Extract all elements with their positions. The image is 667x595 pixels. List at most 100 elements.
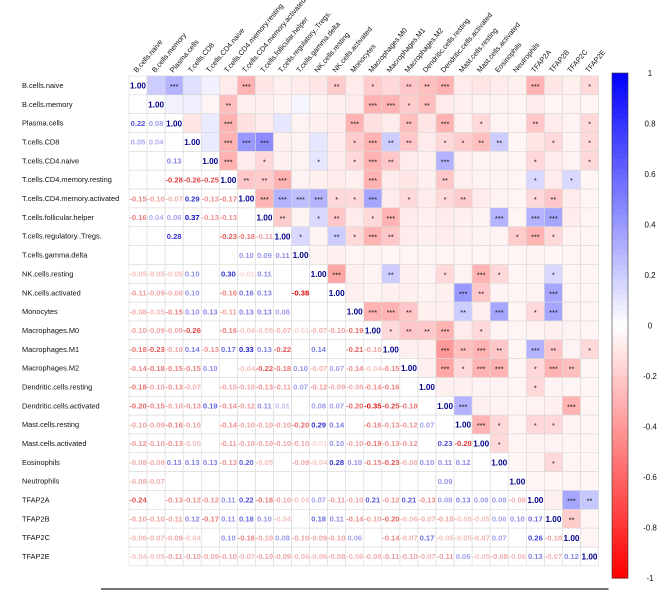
heatmap-cell	[471, 188, 491, 209]
correlation-value: -0.08	[364, 552, 381, 561]
significance-label: ***	[224, 139, 233, 148]
correlation-value: -0.10	[545, 533, 562, 542]
colorbar-segment	[612, 264, 628, 271]
significance-label: ***	[567, 402, 576, 411]
correlation-value: -0.08	[147, 458, 164, 467]
heatmap-cell	[544, 433, 563, 454]
grid-cell	[309, 282, 328, 303]
heatmap-cell	[507, 188, 527, 209]
correlation-value: 0.08	[275, 533, 290, 542]
diagonal-value: 1.00	[347, 308, 363, 317]
colorbar-segment	[612, 285, 628, 291]
colorbar-segment	[612, 219, 628, 226]
colorbar-segment	[612, 487, 628, 493]
correlation-value: -0.05	[473, 552, 491, 561]
colorbar-segment	[612, 522, 628, 529]
correlation-value: 0.14	[311, 345, 327, 354]
significance-label: *	[263, 157, 266, 166]
correlation-value: -0.12	[129, 439, 146, 448]
diagonal-value: 1.00	[582, 553, 598, 562]
correlation-value: -0.10	[346, 496, 363, 505]
significance-label: *	[353, 195, 356, 204]
significance-label: *	[588, 139, 591, 148]
heatmap-cell	[471, 245, 491, 265]
significance-label: **	[532, 120, 538, 129]
heatmap-cell	[327, 169, 347, 190]
heatmap-cell	[507, 94, 527, 114]
correlation-value: -0.17	[220, 194, 237, 203]
heatmap-cell	[291, 75, 310, 96]
correlation-value: -0.08	[165, 288, 182, 297]
grid-cell	[399, 377, 419, 397]
colorbar-segment	[612, 234, 628, 241]
heatmap-cell	[345, 245, 365, 265]
heatmap-cell	[489, 377, 509, 397]
heatmap-cell	[417, 282, 437, 303]
row-label: T.cells.CD8	[22, 138, 59, 147]
heatmap-cell	[453, 151, 473, 171]
correlation-value: 0.20	[239, 458, 254, 467]
row-label: Macrophages.M0	[22, 326, 79, 335]
row-label: TFAP2A	[22, 496, 50, 505]
grid-cell	[164, 471, 184, 491]
colorbar-segment	[612, 189, 628, 195]
correlation-value: -0.05	[147, 307, 165, 316]
correlation-value: -0.12	[202, 496, 219, 505]
colorbar-segment	[612, 507, 628, 513]
correlation-value: -0.12	[184, 496, 201, 505]
colorbar-segment	[612, 330, 628, 337]
significance-label: ***	[387, 308, 396, 317]
correlation-value: -0.14	[364, 383, 382, 392]
correlation-value: -0.04	[238, 326, 256, 335]
heatmap-cell	[381, 113, 401, 133]
correlation-value: -0.15	[364, 458, 382, 467]
row-label: Eosinophils	[22, 458, 60, 467]
correlation-value: -0.23	[220, 232, 237, 241]
correlation-value: 0.21	[365, 496, 381, 505]
colorbar-segment	[612, 517, 628, 524]
correlation-value: 0.04	[149, 213, 165, 222]
grid-cell	[200, 282, 220, 303]
significance-label: **	[406, 120, 412, 129]
heatmap-cell	[417, 339, 437, 359]
correlation-value: -0.23	[147, 345, 164, 354]
grid-cell	[291, 339, 310, 359]
significance-label: ***	[549, 308, 558, 317]
significance-label: ***	[368, 195, 377, 204]
correlation-value: -0.04	[129, 552, 147, 561]
correlation-value: -0.10	[129, 515, 146, 524]
correlation-value: -0.10	[256, 439, 273, 448]
correlation-value: -0.10	[184, 420, 201, 429]
heatmap-cell	[544, 490, 563, 510]
colorbar-segment	[612, 88, 628, 94]
colorbar-segment	[612, 295, 628, 301]
significance-label: ***	[387, 214, 396, 223]
diagonal-value: 1.00	[293, 251, 309, 260]
heatmap-cell	[327, 151, 347, 171]
heatmap-cell	[291, 151, 310, 171]
correlation-value: 0.19	[203, 402, 218, 411]
significance-label: **	[587, 497, 593, 506]
colorbar-tick-label: -0.4	[643, 423, 657, 432]
correlation-value: -0.13	[165, 496, 182, 505]
significance-label: **	[460, 308, 466, 317]
correlation-value: -0.07	[238, 552, 255, 561]
grid-cell	[291, 301, 310, 322]
colorbar-segment	[612, 133, 628, 140]
correlation-value: -0.07	[418, 552, 435, 561]
significance-label: ***	[350, 120, 359, 129]
correlation-value: 0.13	[167, 458, 182, 467]
heatmap-cell	[580, 282, 599, 303]
correlation-value: -0.11	[220, 307, 238, 316]
diagonal-value: 1.00	[545, 515, 561, 524]
heatmap-cell	[200, 113, 220, 133]
significance-label: ***	[459, 402, 468, 411]
colorbar-segment	[612, 184, 628, 190]
significance-label: ***	[441, 327, 450, 336]
heatmap-cell	[399, 245, 419, 265]
correlation-value: -0.18	[129, 345, 146, 354]
correlation-value: -0.08	[509, 496, 526, 505]
correlation-value: -0.16	[220, 288, 237, 297]
heatmap-cell	[507, 377, 527, 397]
grid-cell	[182, 471, 202, 491]
